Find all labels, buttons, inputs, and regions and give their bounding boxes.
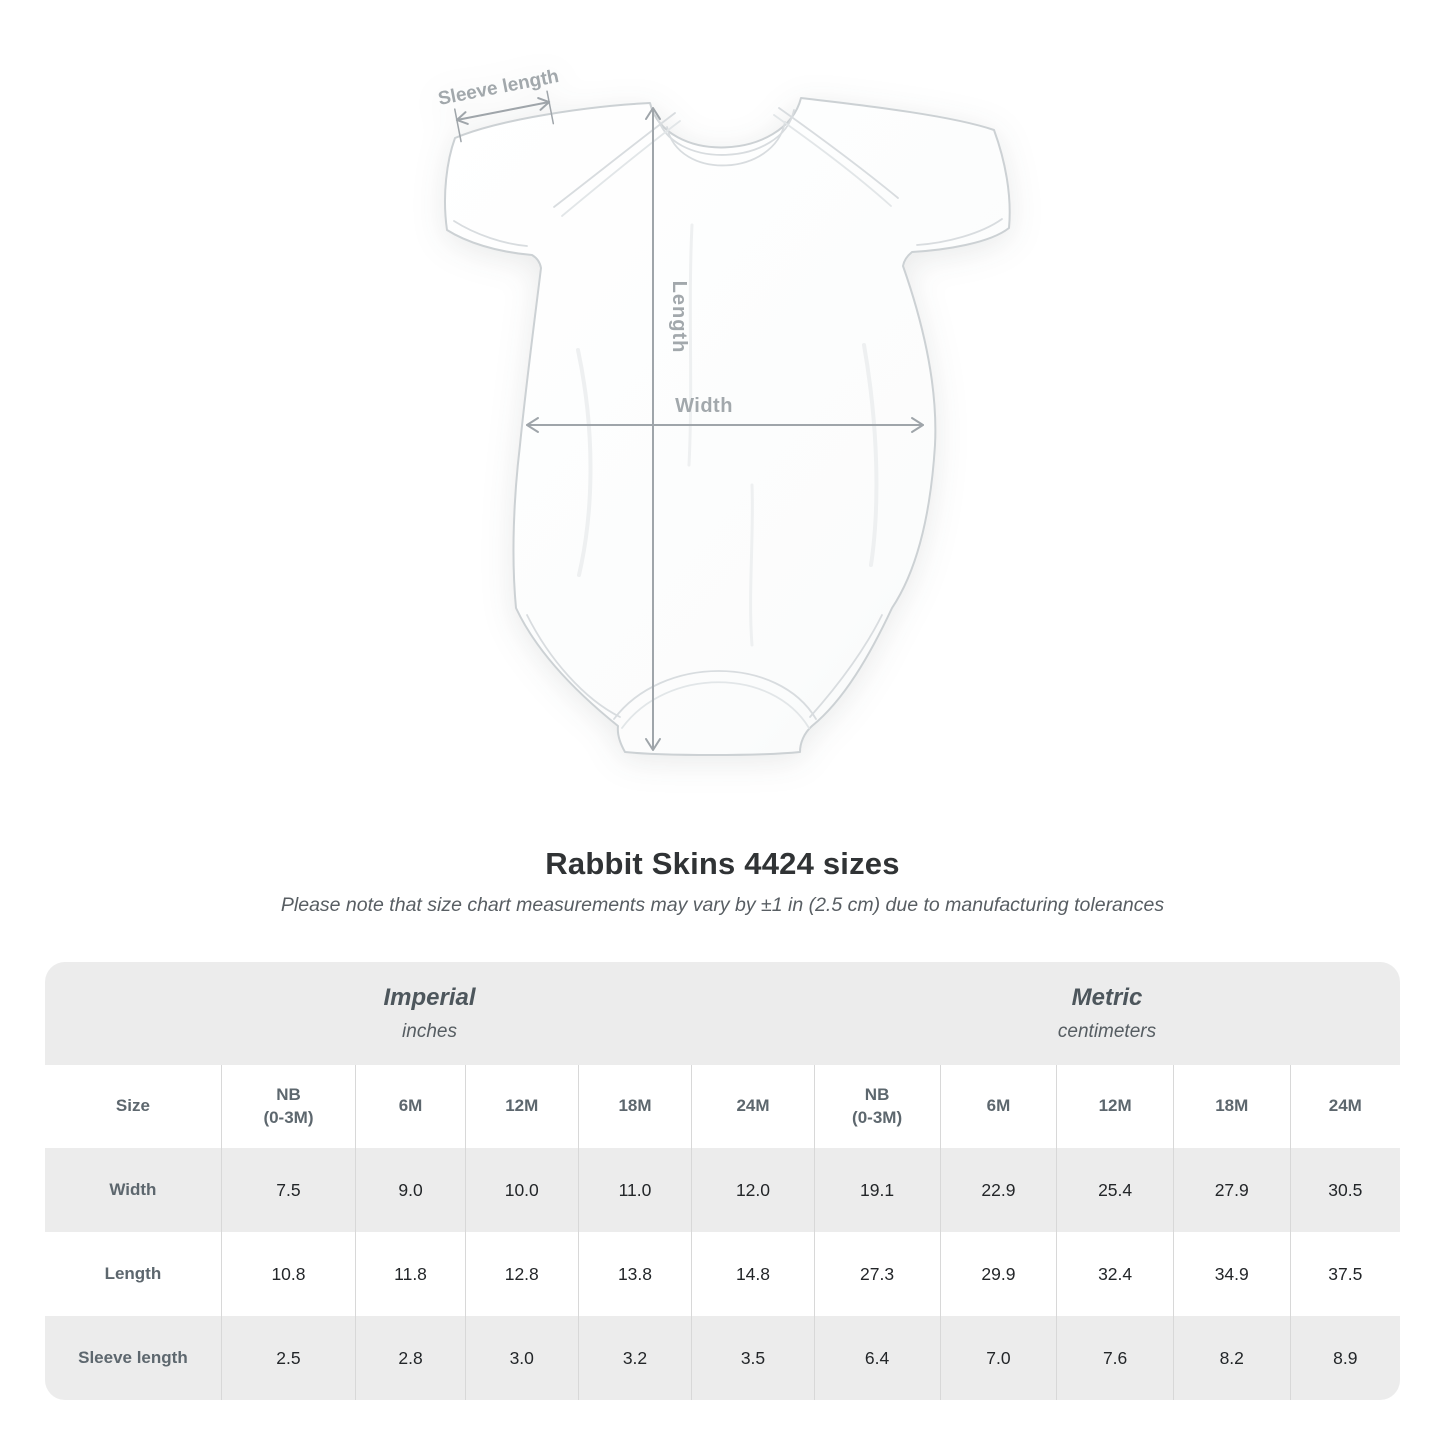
lap-shoulder-seam-right-binding bbox=[773, 114, 892, 207]
size-table: Imperial inches Metric centimeters Size … bbox=[45, 962, 1400, 1400]
metric-band: Metric centimeters bbox=[814, 962, 1400, 1065]
measurement-diagram: Sleeve length Length Width bbox=[430, 55, 1020, 790]
data-cell: 12.0 bbox=[691, 1148, 815, 1232]
neckband-inner-seam bbox=[666, 121, 786, 167]
data-cell: 22.9 bbox=[939, 1148, 1057, 1232]
measurement-annotations bbox=[454, 90, 924, 751]
length-measure bbox=[645, 107, 661, 751]
row-label: Sleeve length bbox=[45, 1316, 222, 1400]
onesie-seams bbox=[453, 107, 1003, 729]
data-cell: 3.0 bbox=[464, 1316, 579, 1400]
arrowhead-left bbox=[526, 417, 539, 433]
table-row-width: Width 7.5 9.0 10.0 11.0 12.0 19.1 22.9 2… bbox=[45, 1148, 1400, 1232]
data-cell: 30.5 bbox=[1289, 1148, 1400, 1232]
table-row-sleeve-length: Sleeve length 2.5 2.8 3.0 3.2 3.5 6.4 7.… bbox=[45, 1316, 1400, 1400]
data-cell: 7.5 bbox=[220, 1148, 356, 1232]
arrowhead-down bbox=[645, 738, 661, 751]
imperial-unit-label: inches bbox=[402, 1021, 457, 1042]
row-label: Width bbox=[45, 1148, 222, 1232]
data-cell: 27.3 bbox=[813, 1232, 941, 1316]
data-cell: 11.8 bbox=[355, 1232, 466, 1316]
table-row-length: Length 10.8 11.8 12.8 13.8 14.8 27.3 29.… bbox=[45, 1232, 1400, 1316]
page-subtitle: Please note that size chart measurements… bbox=[280, 894, 1165, 916]
data-cell: 25.4 bbox=[1056, 1148, 1174, 1232]
size-header: Size bbox=[45, 1065, 222, 1148]
data-cell: 8.2 bbox=[1172, 1316, 1291, 1400]
width-label: Width bbox=[675, 395, 733, 417]
data-cell: 3.2 bbox=[577, 1316, 692, 1400]
lap-shoulder-seam-left-binding bbox=[561, 120, 681, 217]
data-cell: 9.0 bbox=[355, 1148, 466, 1232]
size-header-row: Size NB (0-3M) 6M 12M 18M 24M NB (0-3M) … bbox=[45, 1065, 1400, 1148]
column-header: 18M bbox=[1172, 1065, 1291, 1148]
data-cell: 19.1 bbox=[813, 1148, 941, 1232]
end-tick-right bbox=[546, 90, 555, 125]
leg-binding-left bbox=[526, 614, 621, 718]
data-cell: 7.0 bbox=[939, 1316, 1057, 1400]
data-cell: 34.9 bbox=[1172, 1232, 1291, 1316]
sleeve-hem-right bbox=[916, 218, 1003, 246]
data-cell: 27.9 bbox=[1172, 1148, 1291, 1232]
column-header: 12M bbox=[1056, 1065, 1174, 1148]
column-header: 24M bbox=[691, 1065, 815, 1148]
data-cell: 6.4 bbox=[813, 1316, 941, 1400]
arrowhead-right bbox=[911, 417, 924, 433]
sleeve-hem-left bbox=[453, 220, 528, 247]
column-header: 6M bbox=[939, 1065, 1057, 1148]
data-cell: 37.5 bbox=[1289, 1232, 1400, 1316]
page-title: Rabbit Skins 4424 sizes bbox=[545, 846, 900, 881]
data-cell: 2.8 bbox=[355, 1316, 466, 1400]
data-cell: 29.9 bbox=[939, 1232, 1057, 1316]
lap-shoulder-seam-left bbox=[553, 112, 676, 208]
size-table-grid: Imperial inches Metric centimeters Size … bbox=[45, 962, 1400, 1400]
data-cell: 8.9 bbox=[1289, 1316, 1400, 1400]
column-header: NB (0-3M) bbox=[220, 1065, 356, 1148]
data-cell: 3.5 bbox=[691, 1316, 815, 1400]
lap-shoulder-seam-right bbox=[778, 107, 899, 199]
column-header: 6M bbox=[355, 1065, 466, 1148]
neckline-seam bbox=[656, 109, 795, 156]
data-cell: 13.8 bbox=[577, 1232, 692, 1316]
metric-unit-label: centimeters bbox=[1057, 1021, 1157, 1042]
fabric-folds bbox=[576, 223, 879, 647]
width-measure bbox=[526, 417, 924, 433]
data-cell: 14.8 bbox=[691, 1232, 815, 1316]
column-header: 24M bbox=[1289, 1065, 1400, 1148]
data-cell: 2.5 bbox=[220, 1316, 356, 1400]
row-label: Length bbox=[45, 1232, 222, 1316]
onesie-body bbox=[444, 97, 1011, 756]
data-cell: 10.0 bbox=[464, 1148, 579, 1232]
end-tick-left bbox=[454, 108, 462, 143]
column-header: NB (0-3M) bbox=[813, 1065, 941, 1148]
arrowhead-up bbox=[645, 107, 661, 120]
sleeve-length-measure bbox=[454, 90, 555, 143]
leg-binding-right bbox=[809, 614, 883, 718]
data-cell: 12.8 bbox=[464, 1232, 579, 1316]
column-header: 18M bbox=[577, 1065, 692, 1148]
data-cell: 11.0 bbox=[577, 1148, 692, 1232]
crotch-flap-binding bbox=[621, 681, 810, 729]
unit-band-row: Imperial inches Metric centimeters bbox=[45, 962, 1400, 1065]
data-cell: 10.8 bbox=[220, 1232, 356, 1316]
crotch-flap-seam bbox=[613, 670, 817, 720]
column-header: 12M bbox=[464, 1065, 579, 1148]
length-label: Length bbox=[668, 281, 690, 354]
onesie-illustration: Sleeve length Length Width bbox=[436, 66, 1011, 756]
metric-group-label: Metric bbox=[1071, 984, 1143, 1011]
imperial-group-label: Imperial bbox=[383, 984, 476, 1011]
data-cell: 7.6 bbox=[1056, 1316, 1174, 1400]
imperial-band: Imperial inches bbox=[45, 962, 815, 1065]
data-cell: 32.4 bbox=[1056, 1232, 1174, 1316]
